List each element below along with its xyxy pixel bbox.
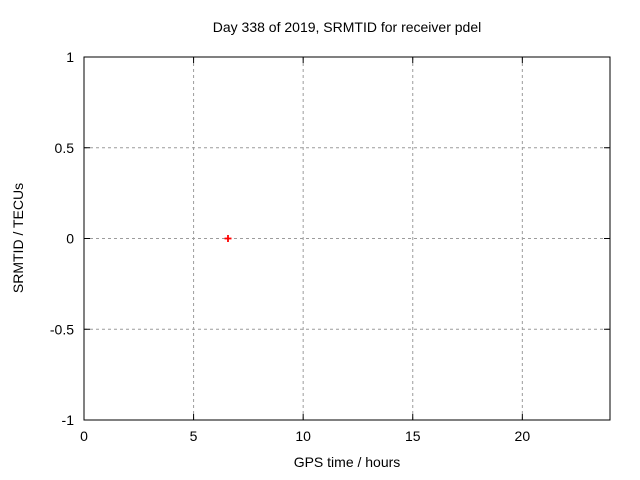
x-tick-label: 10 <box>295 428 311 444</box>
x-tick-label: 20 <box>515 428 531 444</box>
x-tick-label: 0 <box>80 428 88 444</box>
x-axis-label: GPS time / hours <box>293 454 401 470</box>
x-tick-label: 5 <box>190 428 198 444</box>
y-tick-label: 1 <box>66 49 74 65</box>
y-tick-label: -1 <box>62 412 75 428</box>
y-axis-label: SRMTID / TECUs <box>10 182 26 294</box>
y-tick-label: 0 <box>66 231 74 247</box>
y-tick-label: -0.5 <box>50 321 74 337</box>
chart-title: Day 338 of 2019, SRMTID for receiver pde… <box>212 19 482 35</box>
y-tick-label: 0.5 <box>55 140 75 156</box>
x-tick-label: 15 <box>405 428 421 444</box>
